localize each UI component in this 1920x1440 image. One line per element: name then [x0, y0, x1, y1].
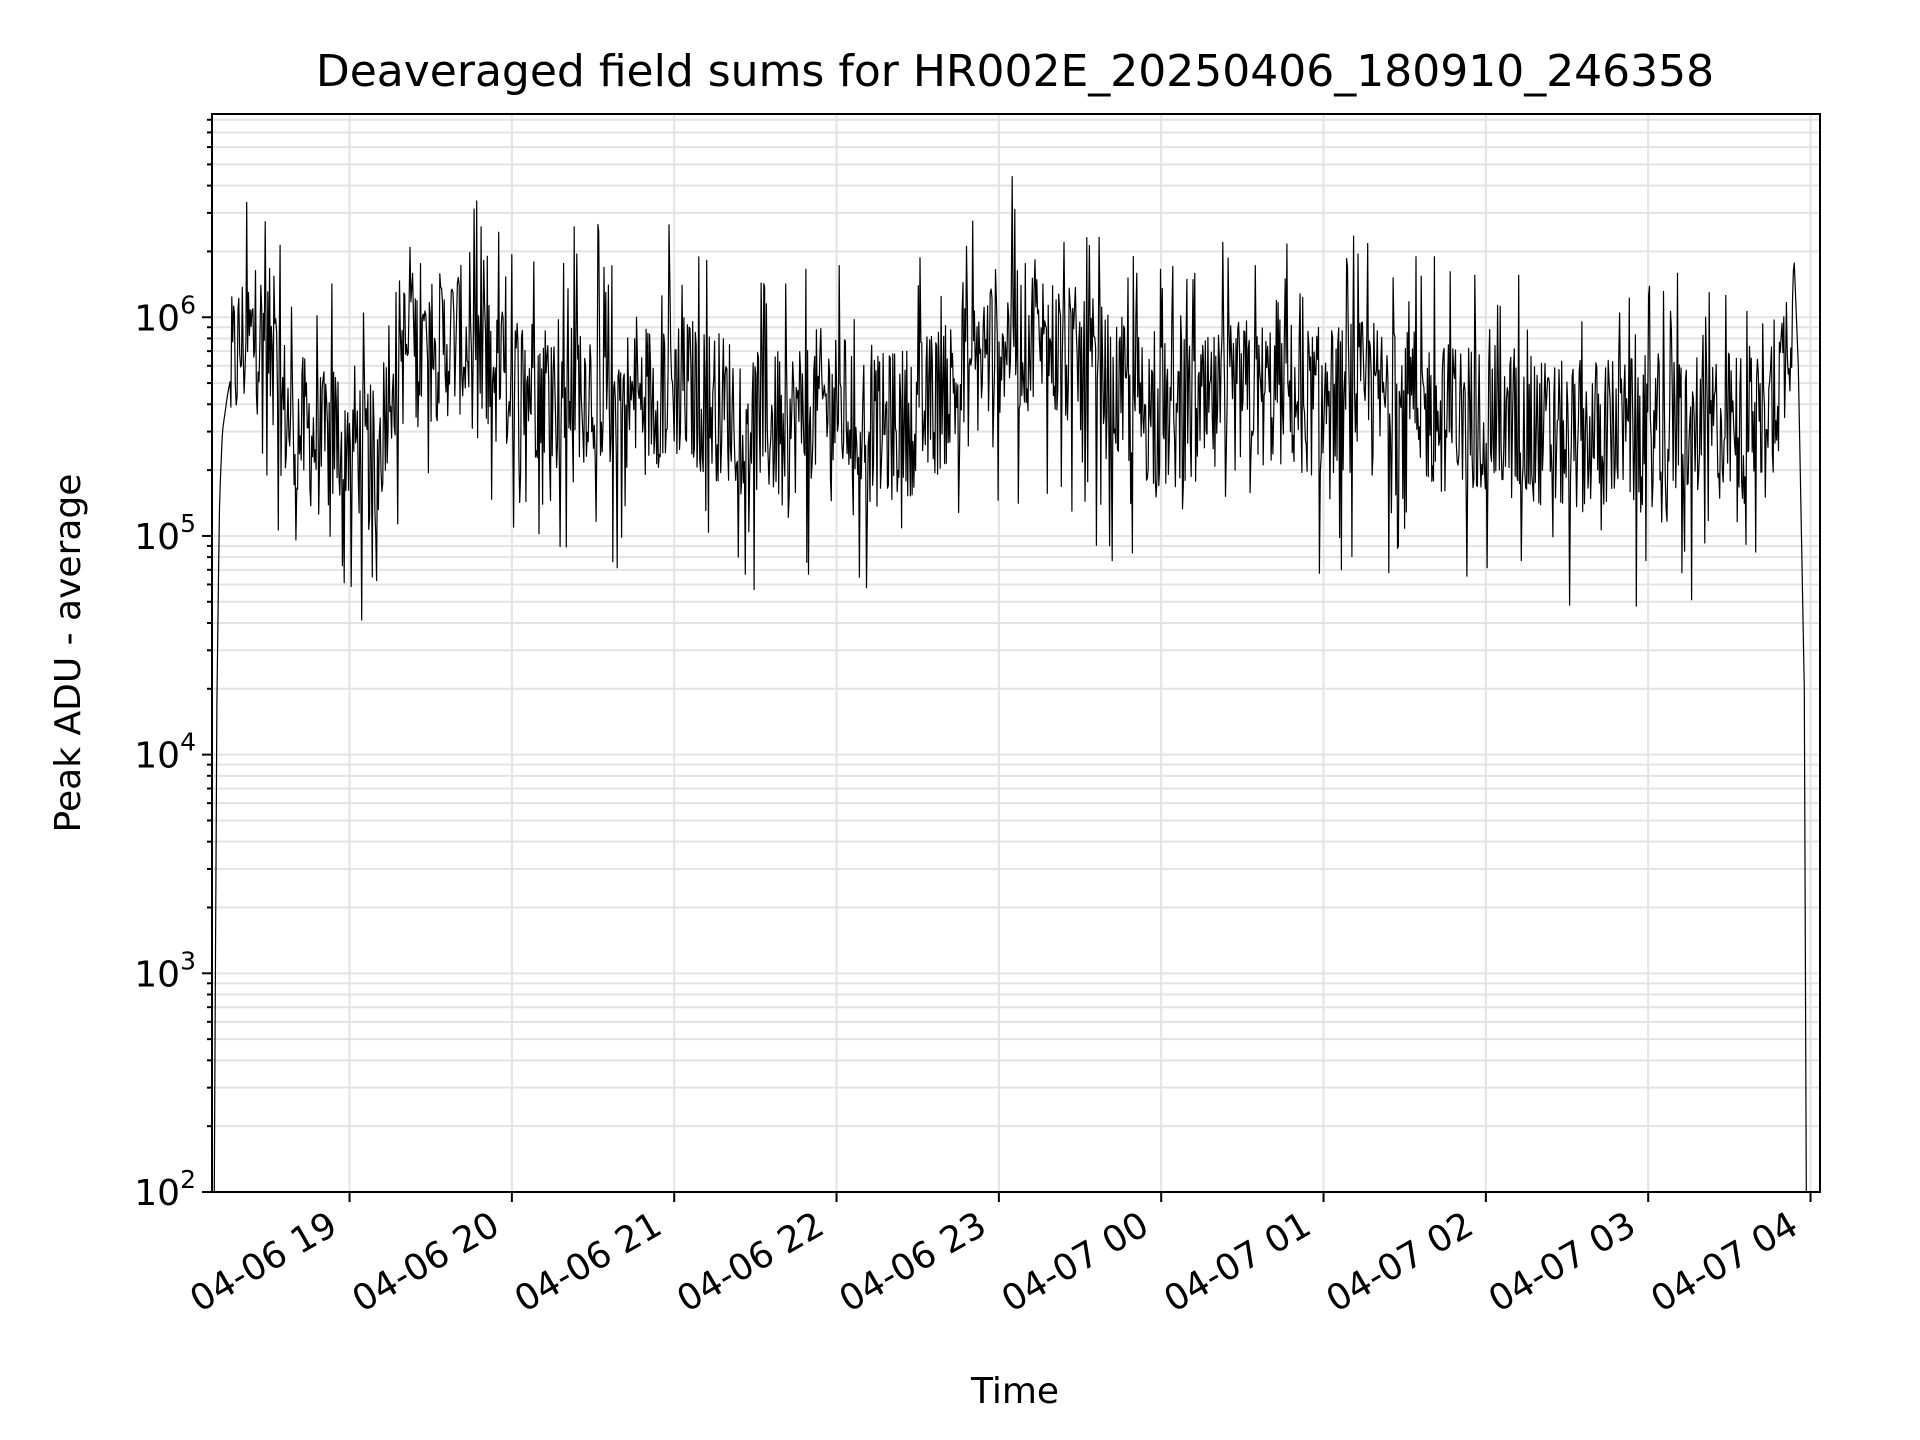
y-axis: 102 103 104 105 106 — [134, 118, 212, 1214]
y-tick-label: 103 — [134, 946, 196, 995]
chart-title: Deaveraged field sums for HR002E_2025040… — [316, 46, 1714, 97]
y-tick-label: 102 — [134, 1165, 196, 1214]
plot-frame — [211, 113, 1821, 1193]
grid-lines — [212, 114, 1820, 1193]
y-tick-label: 105 — [134, 509, 196, 558]
y-axis-label: Peak ADU - average — [48, 474, 89, 833]
y-tick-label: 106 — [134, 290, 196, 339]
y-tick-label: 104 — [134, 728, 196, 777]
x-axis-label: Time — [970, 1371, 1059, 1412]
series-line — [212, 176, 1807, 1193]
